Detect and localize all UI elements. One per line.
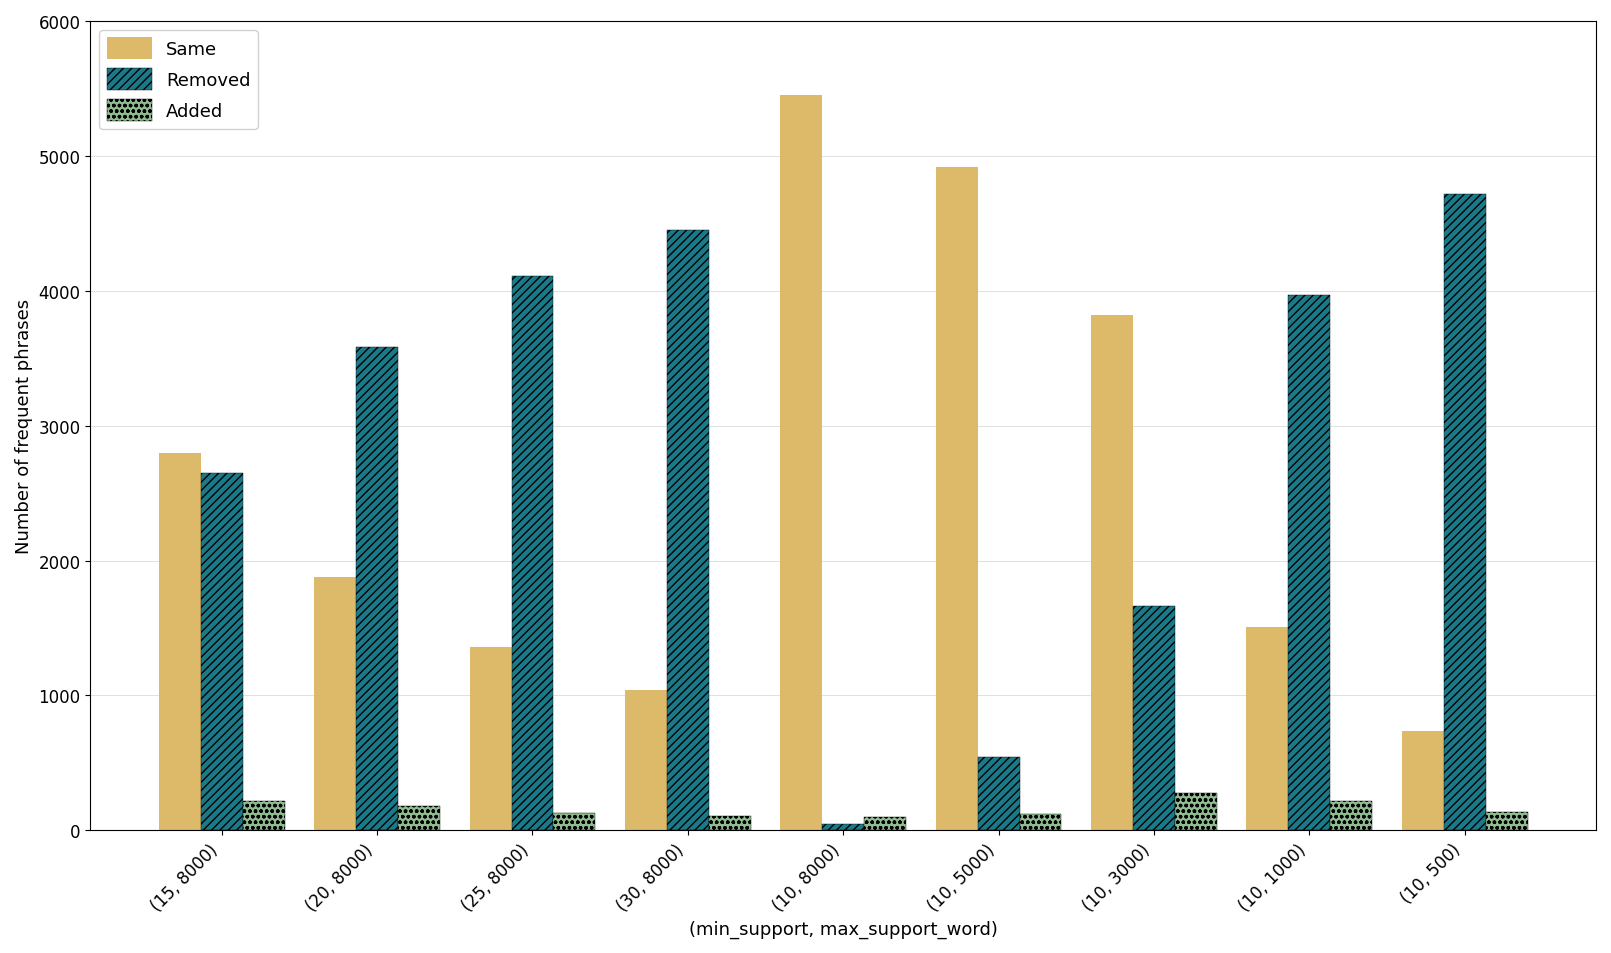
Bar (469, 647, 512, 830)
Bar (314, 578, 356, 830)
Bar (554, 813, 596, 830)
Bar (1133, 607, 1174, 830)
Bar (1331, 801, 1373, 830)
Bar (398, 806, 440, 830)
Bar (667, 231, 709, 830)
Bar (1174, 793, 1216, 830)
Bar (780, 96, 822, 830)
Bar (1247, 627, 1289, 830)
Bar (978, 757, 1020, 830)
Bar (1289, 295, 1331, 830)
Bar (512, 276, 554, 830)
Bar (1443, 194, 1485, 830)
X-axis label: (min_support, max_support_word): (min_support, max_support_word) (690, 920, 997, 938)
Bar (159, 454, 201, 830)
Bar (822, 823, 863, 830)
Bar (936, 168, 978, 830)
Y-axis label: Number of frequent phrases: Number of frequent phrases (14, 299, 32, 554)
Bar (201, 474, 243, 830)
Bar (356, 348, 398, 830)
Bar (1402, 731, 1443, 830)
Bar (625, 690, 667, 830)
Bar (1091, 315, 1133, 830)
Bar (863, 817, 905, 830)
Bar (1020, 814, 1062, 830)
Bar (1485, 812, 1527, 830)
Bar (243, 801, 285, 830)
Bar (709, 816, 751, 830)
Legend: Same, Removed, Added: Same, Removed, Added (100, 31, 258, 130)
